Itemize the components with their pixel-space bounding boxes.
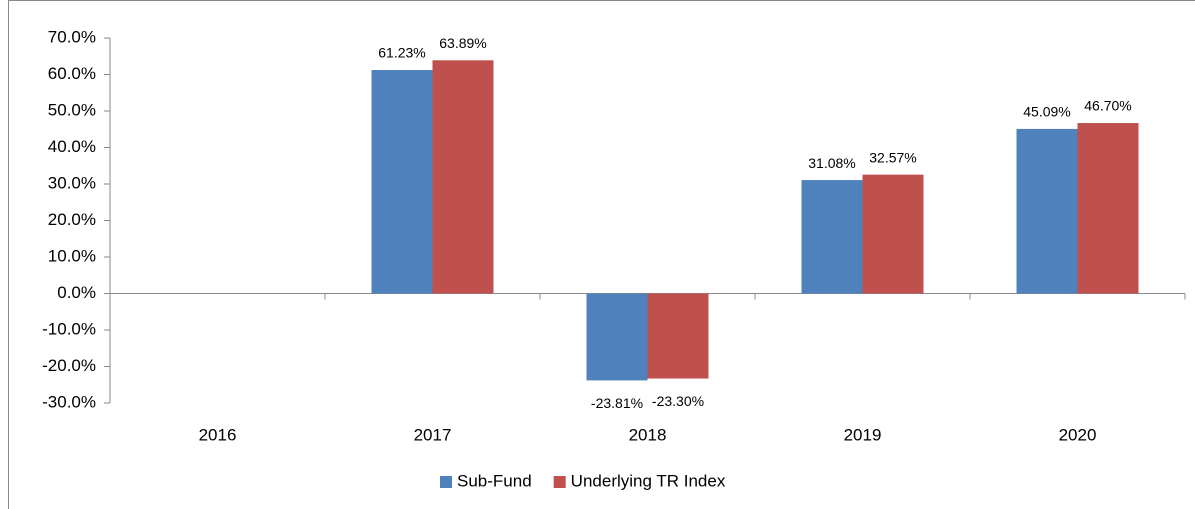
legend-swatch — [440, 476, 452, 488]
y-tick-label: 10.0% — [48, 246, 96, 265]
x-tick-label: 2017 — [414, 425, 452, 444]
data-label: 63.89% — [439, 35, 486, 51]
data-label: -23.30% — [652, 393, 704, 409]
x-tick-label: 2020 — [1059, 425, 1097, 444]
bar — [1016, 128, 1078, 294]
x-tick-label: 2018 — [629, 425, 667, 444]
data-label: 31.08% — [808, 155, 855, 171]
bar — [586, 293, 648, 381]
y-tick-label: 60.0% — [48, 64, 96, 83]
y-tick-label: 0.0% — [57, 283, 96, 302]
bar — [371, 70, 433, 294]
legend-label: Sub-Fund — [457, 471, 532, 490]
bar — [432, 60, 494, 294]
y-tick-label: 20.0% — [48, 210, 96, 229]
data-label: -23.81% — [591, 395, 643, 411]
data-label: 46.70% — [1084, 98, 1131, 114]
bar — [1077, 123, 1139, 294]
x-tick-label: 2019 — [844, 425, 882, 444]
y-tick-label: 30.0% — [48, 173, 96, 192]
y-tick-label: -30.0% — [42, 392, 96, 411]
y-tick-label: -20.0% — [42, 356, 96, 375]
y-tick-label: 50.0% — [48, 100, 96, 119]
data-label: 32.57% — [869, 149, 916, 165]
data-label: 45.09% — [1023, 104, 1070, 120]
y-tick-label: 40.0% — [48, 137, 96, 156]
legend-label: Underlying TR Index — [571, 471, 726, 490]
data-label: 61.23% — [378, 45, 425, 61]
x-tick-label: 2016 — [199, 425, 237, 444]
bar — [801, 180, 863, 294]
legend-swatch — [553, 476, 566, 488]
bar — [862, 174, 924, 294]
y-tick-label: -10.0% — [42, 319, 96, 338]
bar — [647, 293, 709, 379]
y-tick-label: 70.0% — [48, 27, 96, 46]
